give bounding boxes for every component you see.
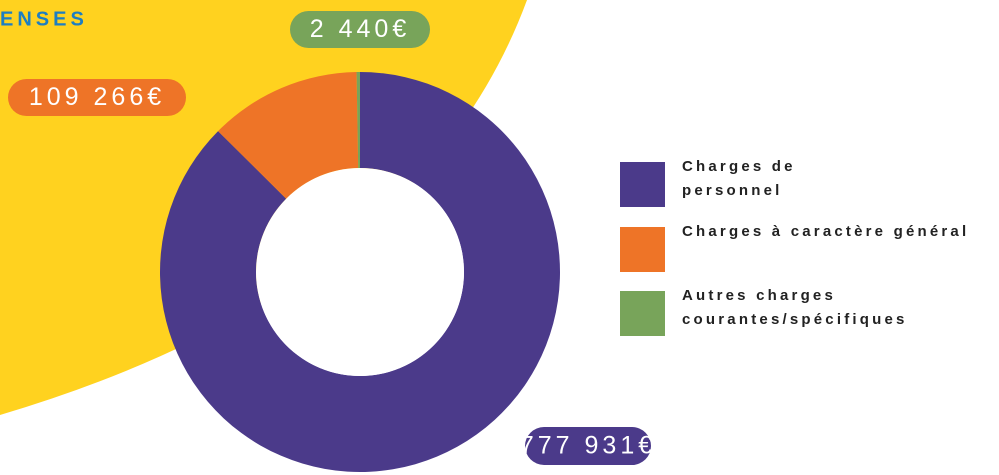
value-label-pill xyxy=(290,11,430,48)
legend-label: Autres charges courantes/spécifiques xyxy=(682,287,908,328)
value-label: 109 266€ xyxy=(29,83,165,111)
value-label-pill xyxy=(525,427,651,465)
chart-title: ENSES xyxy=(0,8,88,30)
legend-label: Charges de personnel xyxy=(682,158,796,199)
legend-label: Charges à caractère général xyxy=(682,223,970,240)
legend-swatch xyxy=(620,227,665,272)
donut-slice xyxy=(159,72,560,472)
value-label: 777 931€ xyxy=(520,432,656,460)
donut-hole xyxy=(256,168,464,376)
donut-slice xyxy=(356,72,360,169)
value-label-pill xyxy=(8,79,186,116)
legend-swatch xyxy=(620,162,665,207)
donut-slice xyxy=(218,72,359,199)
value-label: 2 440€ xyxy=(310,15,410,43)
legend-swatch xyxy=(620,291,665,336)
